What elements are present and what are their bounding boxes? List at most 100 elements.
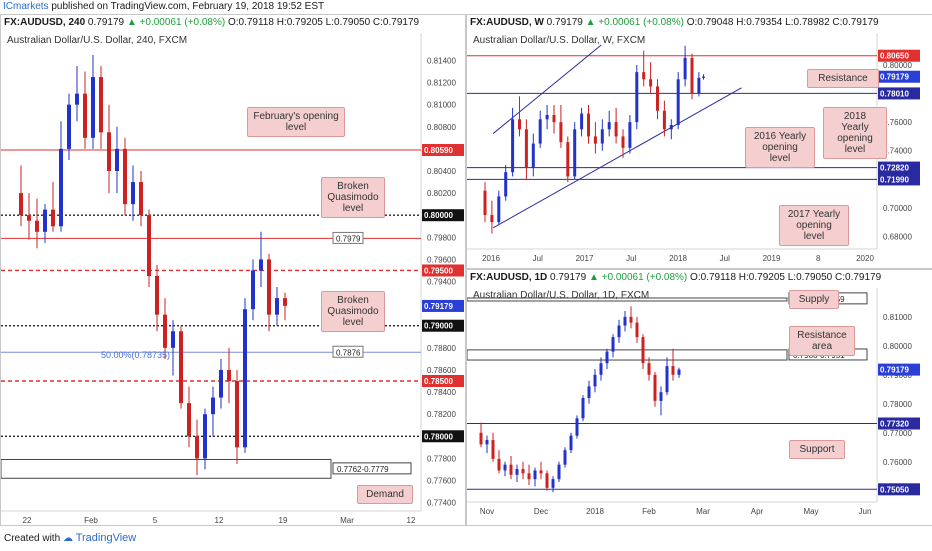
level-tag bbox=[332, 345, 364, 358]
last-price-text: 0.79179 bbox=[880, 73, 909, 82]
chart-panel-daily[interactable]: FX:AUDUSD, 1D 0.79179 ▲ +0.00061 (+0.08%… bbox=[466, 269, 932, 526]
chart-canvas-daily[interactable]: 0.810000.800000.790000.780000.770000.760… bbox=[467, 270, 932, 525]
y-tick-label: 0.76000 bbox=[883, 458, 912, 467]
candle-body bbox=[171, 331, 175, 348]
x-tick-label: 2016 bbox=[482, 254, 500, 263]
candle-body bbox=[575, 418, 579, 436]
symbol-header: FX:AUDUSD, W 0.79179 ▲ +0.00061 (+0.08%)… bbox=[470, 17, 879, 28]
candle-body bbox=[163, 314, 167, 348]
candle-body bbox=[267, 259, 271, 315]
candle-body bbox=[642, 72, 646, 80]
candle-body bbox=[702, 76, 705, 78]
chart-subtitle: Australian Dollar/U.S. Dollar, 240, FXCM bbox=[7, 35, 188, 46]
chart-panel-weekly[interactable]: FX:AUDUSD, W 0.79179 ▲ +0.00061 (+0.08%)… bbox=[466, 14, 932, 269]
level-price-text: 0.79000 bbox=[424, 322, 453, 331]
candle-body bbox=[587, 386, 591, 398]
publisher-link[interactable]: ICmarkets bbox=[3, 1, 49, 12]
zone-box bbox=[1, 458, 332, 479]
level-tag-text: 0.7979 bbox=[336, 234, 361, 243]
level-price-text: 0.75050 bbox=[880, 485, 909, 494]
candle-body bbox=[662, 110, 666, 130]
last-price-tag bbox=[878, 70, 920, 83]
candle-body bbox=[611, 337, 615, 352]
candle-body bbox=[91, 77, 95, 138]
candle-body bbox=[617, 325, 621, 338]
tradingview-link[interactable]: TradingView bbox=[75, 532, 137, 544]
x-tick-label: Apr bbox=[751, 507, 764, 516]
candle-body bbox=[671, 366, 675, 375]
chart-canvas-240[interactable]: 0.814000.812000.810000.808000.806000.804… bbox=[1, 15, 465, 525]
last-price-tag bbox=[878, 363, 920, 376]
chart-panel-240[interactable]: FX:AUDUSD, 240 0.79179 ▲ +0.00061 (+0.08… bbox=[0, 14, 466, 526]
candle-body bbox=[483, 190, 487, 215]
x-tick-label: 2020 bbox=[856, 254, 874, 263]
note-support: Support bbox=[789, 440, 845, 459]
symbol-header: FX:AUDUSD, 1D 0.79179 ▲ +0.00061 (+0.08%… bbox=[470, 272, 882, 283]
x-tick-label: 19 bbox=[279, 516, 288, 525]
y-tick-label: 0.81200 bbox=[427, 79, 456, 88]
chart-canvas-weekly[interactable]: 0.800000.780000.760000.740000.720000.700… bbox=[467, 15, 932, 268]
y-tick-label: 0.78600 bbox=[427, 366, 456, 375]
candle-body bbox=[676, 79, 680, 125]
fib-label: 50.00%(0.78735) bbox=[101, 350, 170, 360]
candle-body bbox=[19, 193, 23, 216]
candle-body bbox=[259, 259, 263, 271]
candle-body bbox=[503, 464, 507, 471]
candle-body bbox=[179, 331, 183, 404]
level-price-tag bbox=[422, 319, 464, 332]
candle-body bbox=[656, 86, 659, 111]
candle-body bbox=[115, 148, 119, 171]
candle-body bbox=[581, 398, 585, 419]
level-price-text: 0.72820 bbox=[880, 164, 909, 173]
y-tick-label: 0.77000 bbox=[883, 429, 912, 438]
candle-body bbox=[545, 473, 549, 488]
candle-body bbox=[557, 464, 561, 480]
y-tick-label: 0.70000 bbox=[883, 204, 912, 213]
candle-body bbox=[527, 473, 531, 480]
candle-body bbox=[669, 125, 673, 130]
x-tick-label: 12 bbox=[215, 516, 224, 525]
x-tick-label: May bbox=[803, 507, 818, 516]
candle-body bbox=[283, 298, 287, 306]
x-tick-label: Mar bbox=[696, 507, 710, 516]
candle-body bbox=[569, 435, 573, 451]
candle-body bbox=[628, 122, 632, 148]
y-tick-label: 0.80000 bbox=[883, 342, 912, 351]
candle-body bbox=[155, 276, 159, 315]
level-price-tag bbox=[422, 264, 464, 277]
candle-body bbox=[552, 115, 556, 123]
candle-body bbox=[275, 298, 279, 315]
candle-body bbox=[538, 119, 542, 144]
candle-body bbox=[227, 369, 231, 381]
candle-body bbox=[219, 369, 223, 398]
candle-body bbox=[539, 470, 543, 474]
candle-body bbox=[593, 374, 597, 387]
note-supply: Supply bbox=[789, 290, 839, 309]
candle-body bbox=[677, 369, 681, 375]
x-tick-label: 2017 bbox=[576, 254, 594, 263]
y-tick-label: 0.79800 bbox=[427, 233, 456, 242]
candle-body bbox=[665, 366, 669, 393]
x-tick-label: Feb bbox=[642, 507, 656, 516]
x-tick-label: 12 bbox=[407, 516, 416, 525]
candle-body bbox=[580, 113, 584, 130]
candle-body bbox=[235, 381, 239, 448]
candle-body bbox=[479, 432, 483, 445]
candle-body bbox=[515, 469, 519, 475]
candle-body bbox=[566, 142, 570, 177]
candle-body bbox=[647, 363, 651, 375]
level-price-text: 0.80590 bbox=[424, 146, 453, 155]
x-tick-label: Jul bbox=[720, 254, 730, 263]
level-tag-text: 0.7876 bbox=[336, 348, 361, 357]
note-2017-yearly: 2017 Yearly opening level bbox=[779, 205, 849, 246]
y-tick-label: 0.81000 bbox=[427, 101, 456, 110]
level-price-text: 0.80650 bbox=[880, 52, 909, 61]
x-tick-label: Mar bbox=[340, 516, 354, 525]
footer: Created with ☁ TradingView bbox=[0, 526, 932, 550]
candle-body bbox=[593, 136, 597, 144]
y-tick-label: 0.81000 bbox=[883, 313, 912, 322]
level-price-text: 0.78010 bbox=[880, 89, 909, 98]
y-tick-label: 0.80800 bbox=[427, 123, 456, 132]
level-price-text: 0.78500 bbox=[424, 377, 453, 386]
candle-body bbox=[573, 129, 577, 177]
